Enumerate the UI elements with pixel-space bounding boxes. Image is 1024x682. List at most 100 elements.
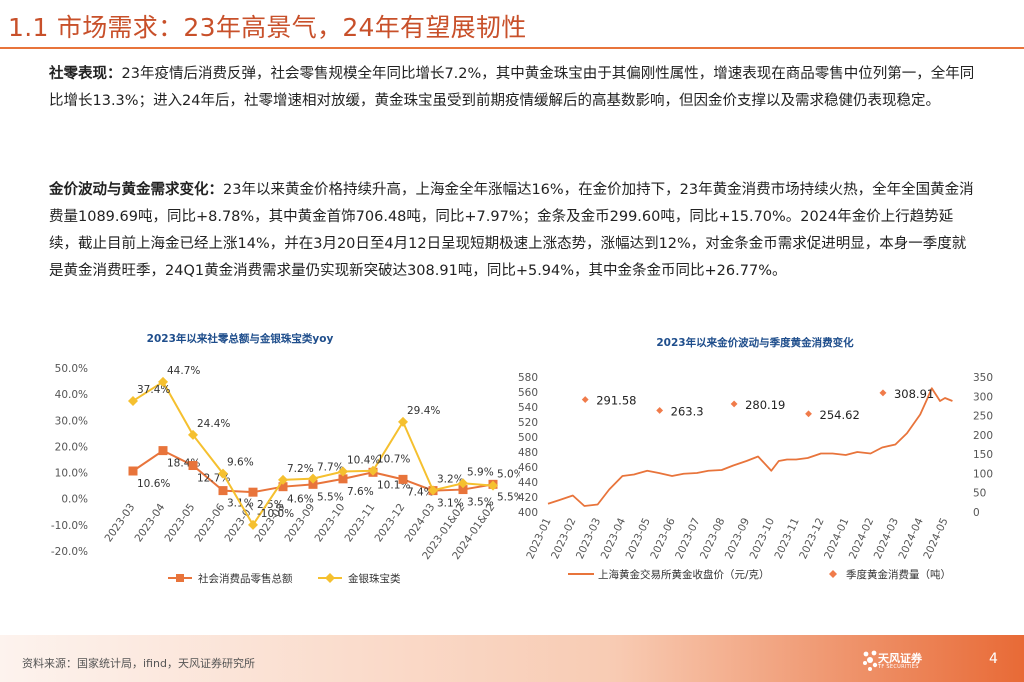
legend-label: 社会消费品零售总额 [198, 572, 293, 585]
y-right-tick-label: 350 [973, 372, 993, 384]
data-point-diamond [188, 429, 198, 440]
gold-price-line [547, 387, 953, 507]
y-tick-label: 50.0% [55, 363, 88, 375]
paragraph-text: 23年疫情后消费反弹，社会零售规模全年同比增长7.2%，其中黄金珠宝由于其偏刚性… [49, 66, 975, 109]
data-label: 3.1% [437, 498, 464, 510]
y-left-tick-label: 540 [518, 402, 538, 414]
y-tick-label: 0.0% [61, 494, 88, 506]
data-label: 10.6% [137, 478, 170, 490]
y-tick-label: -10.0% [51, 520, 88, 532]
data-label: 10.7% [377, 454, 410, 466]
data-label: 7.2% [287, 463, 314, 475]
page-title: 1.1 市场需求：23年高景气，24年有望展韧性 [8, 13, 527, 42]
paragraph-label: 金价波动与黄金需求变化： [49, 182, 223, 198]
y-right-tick-label: 150 [973, 449, 993, 461]
y-left-tick-label: 560 [518, 387, 538, 399]
chart-title: 2023年以来社零总额与金银珠宝类yoy [147, 332, 334, 345]
y-tick-label: -20.0% [51, 546, 88, 558]
data-label: 9.6% [227, 457, 254, 469]
quarterly-consumption-point [729, 399, 739, 409]
y-tick-label: 40.0% [55, 389, 88, 401]
legend-label: 季度黄金消费量（吨） [846, 568, 951, 581]
quarterly-consumption-point [580, 394, 590, 405]
y-tick-label: 30.0% [55, 415, 88, 427]
page-number: 4 [989, 651, 998, 667]
x-tick-label: 2024-05 [921, 516, 950, 561]
data-point-diamond [368, 465, 378, 476]
logo-subtitle: TF SECURITIES [878, 664, 919, 670]
y-left-tick-label: 580 [518, 372, 538, 384]
data-point-diamond [128, 395, 138, 406]
y-left-tick-label: 500 [518, 432, 538, 444]
quarterly-consumption-label: 280.19 [745, 398, 785, 412]
paragraph-gold-price: 金价波动与黄金需求变化：23年以来黄金价格持续升高，上海金全年涨幅达16%，在金… [49, 177, 979, 285]
y-left-tick-label: 480 [518, 447, 538, 459]
data-label: 29.4% [407, 405, 440, 417]
y-right-tick-label: 50 [973, 488, 986, 500]
chart-title: 2023年以来金价波动与季度黄金消费变化 [656, 336, 854, 349]
quarterly-consumption-label: 291.58 [596, 394, 636, 408]
data-point-diamond [158, 376, 168, 387]
y-right-tick-label: 100 [973, 468, 993, 480]
quarterly-consumption-label: 254.62 [820, 408, 860, 422]
y-left-tick-label: 520 [518, 417, 538, 429]
y-tick-label: 10.0% [55, 468, 88, 480]
data-point-diamond [398, 416, 408, 427]
data-label: 3.2% [437, 473, 464, 485]
y-right-tick-label: 250 [973, 411, 993, 423]
retail-yoy-chart: 2023年以来社零总额与金银珠宝类yoy 50.0% 40.0% 30.0% 20.0%… [51, 332, 520, 585]
data-point-diamond [338, 466, 348, 477]
quarterly-consumption-point [655, 405, 665, 416]
legend-label: 金银珠宝类 [348, 572, 401, 585]
data-point-square [278, 482, 288, 492]
data-label: 24.4% [197, 418, 230, 430]
y-left-tick-label: 420 [518, 492, 538, 504]
data-point-square [218, 486, 228, 496]
legend-marker [325, 573, 335, 583]
paragraph-text: 23年以来黄金价格持续升高，上海金全年涨幅达16%，在金价加持下，23年黄金消费… [49, 182, 974, 279]
data-point-diamond [428, 485, 438, 496]
data-label: 10.4% [347, 455, 380, 467]
data-label: 3.5% [467, 497, 494, 509]
data-label: 5.5% [317, 491, 344, 503]
data-point-diamond [308, 473, 318, 484]
data-point-square [398, 474, 408, 484]
logo-name: 天风证券 [878, 652, 922, 665]
data-label: 7.6% [347, 486, 374, 498]
data-label: 5.0% [497, 469, 520, 481]
data-label: 4.6% [287, 494, 314, 506]
y-left-tick-label: 440 [518, 477, 538, 489]
data-point-diamond [248, 519, 258, 530]
quarterly-consumption-point [803, 409, 814, 419]
title-divider [0, 47, 1024, 49]
data-label: 5.5% [497, 491, 520, 503]
y-right-tick-label: 0 [973, 507, 980, 519]
source-note: 资料来源：国家统计局，ifind，天风证券研究所 [22, 657, 255, 670]
y-right-tick-label: 200 [973, 430, 993, 442]
paragraph-retail: 社零表现：23年疫情后消费反弹，社会零售规模全年同比增长7.2%，其中黄金珠宝由… [49, 61, 979, 115]
gold-price-chart: 2023年以来金价波动与季度黄金消费变化58056054052050048046… [518, 336, 993, 581]
paragraph-label: 社零表现： [49, 66, 122, 82]
data-point-square [158, 446, 168, 456]
tf-logo-icon [863, 650, 878, 671]
data-point-square [188, 461, 198, 471]
data-point-square [308, 479, 318, 489]
data-label: 37.4% [137, 384, 170, 396]
data-label: 44.7% [167, 365, 200, 377]
footer-bar [0, 635, 1024, 682]
data-point-square [458, 485, 468, 495]
y-left-tick-label: 400 [518, 507, 538, 519]
data-point-diamond [278, 474, 288, 485]
data-label: -10.0% [257, 508, 294, 520]
data-point-diamond [218, 468, 228, 479]
quarterly-consumption-label: 263.3 [671, 404, 704, 418]
data-label: 5.9% [467, 466, 494, 478]
legend-label: 上海黄金交易所黄金收盘价（元/克） [598, 568, 770, 581]
data-point-square [338, 474, 348, 484]
legend-marker [176, 574, 184, 582]
y-left-tick-label: 460 [518, 462, 538, 474]
data-label: 7.4% [407, 486, 434, 498]
quarterly-consumption-point [878, 388, 888, 398]
data-point-diamond [488, 480, 498, 491]
y-tick-label: 20.0% [55, 441, 88, 453]
